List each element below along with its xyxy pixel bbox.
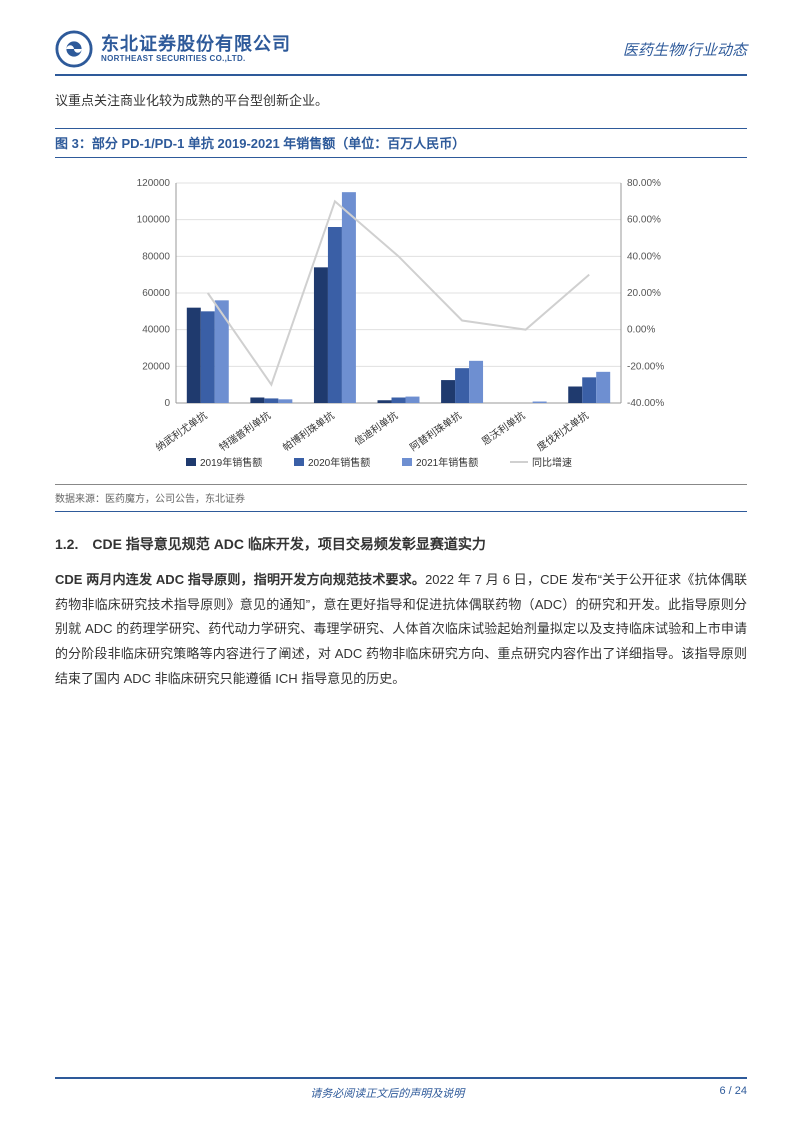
svg-text:0.00%: 0.00% — [627, 325, 655, 336]
svg-text:40.00%: 40.00% — [627, 251, 661, 262]
logo-text: 东北证券股份有限公司 NORTHEAST SECURITIES CO.,LTD. — [101, 35, 291, 64]
svg-text:80.00%: 80.00% — [627, 178, 661, 189]
svg-text:-20.00%: -20.00% — [627, 361, 664, 372]
svg-text:20.00%: 20.00% — [627, 288, 661, 299]
chart-source-row: 数据来源：医药魔方，公司公告，东北证券 — [55, 484, 747, 512]
company-logo-icon — [55, 30, 93, 68]
svg-text:60.00%: 60.00% — [627, 215, 661, 226]
figure-title-row: 图 3：部分 PD-1/PD-1 单抗 2019-2021 年销售额（单位：百万… — [55, 128, 747, 158]
logo-cn: 东北证券股份有限公司 — [101, 35, 291, 55]
page-footer: 请务必阅读正文后的声明及说明 6 / 24 — [55, 1077, 747, 1101]
logo-block: 东北证券股份有限公司 NORTHEAST SECURITIES CO.,LTD. — [55, 30, 291, 68]
lead-paragraph: 议重点关注商业化较为成熟的平台型创新企业。 — [55, 90, 747, 112]
svg-text:2020年销售额: 2020年销售额 — [308, 456, 370, 469]
svg-text:100000: 100000 — [137, 215, 171, 226]
page-root: 东北证券股份有限公司 NORTHEAST SECURITIES CO.,LTD.… — [0, 0, 802, 1133]
page-header: 东北证券股份有限公司 NORTHEAST SECURITIES CO.,LTD.… — [55, 30, 747, 76]
sales-chart: 0 20000 40000 60000 80000 100000 120000 -40.00%… — [121, 168, 681, 478]
svg-text:2019年销售额: 2019年销售额 — [200, 456, 262, 469]
body-bold-run: CDE 两月内连发 ADC 指导原则，指明开发方向规范技术要求。 — [55, 572, 425, 587]
svg-text:同比增速: 同比增速 — [532, 456, 572, 469]
chart-svg: 0 20000 40000 60000 80000 100000 120000 -40.00%… — [121, 168, 681, 478]
footer-page-number: 6 / 24 — [719, 1085, 747, 1101]
figure-title: 图 3：部分 PD-1/PD-1 单抗 2019-2021 年销售额（单位：百万… — [55, 136, 465, 151]
section-heading: 1.2. CDE 指导意见规范 ADC 临床开发，项目交易频发彰显赛道实力 — [55, 534, 747, 554]
svg-text:0: 0 — [164, 398, 170, 409]
svg-text:80000: 80000 — [142, 251, 170, 262]
chart-source: 数据来源：医药魔方，公司公告，东北证券 — [55, 494, 245, 505]
svg-text:2021年销售额: 2021年销售额 — [416, 456, 478, 469]
svg-text:20000: 20000 — [142, 361, 170, 372]
svg-text:60000: 60000 — [142, 288, 170, 299]
svg-text:120000: 120000 — [137, 178, 171, 189]
svg-text:40000: 40000 — [142, 325, 170, 336]
body-paragraph: CDE 两月内连发 ADC 指导原则，指明开发方向规范技术要求。2022 年 7… — [55, 568, 747, 691]
header-category: 医药生物/行业动态 — [623, 39, 747, 60]
footer-disclaimer: 请务必阅读正文后的声明及说明 — [310, 1085, 464, 1101]
svg-text:-40.00%: -40.00% — [627, 398, 664, 409]
logo-en: NORTHEAST SECURITIES CO.,LTD. — [101, 55, 291, 64]
body-rest: 2022 年 7 月 6 日，CDE 发布“关于公开征求《抗体偶联药物非临床研究… — [55, 572, 747, 686]
